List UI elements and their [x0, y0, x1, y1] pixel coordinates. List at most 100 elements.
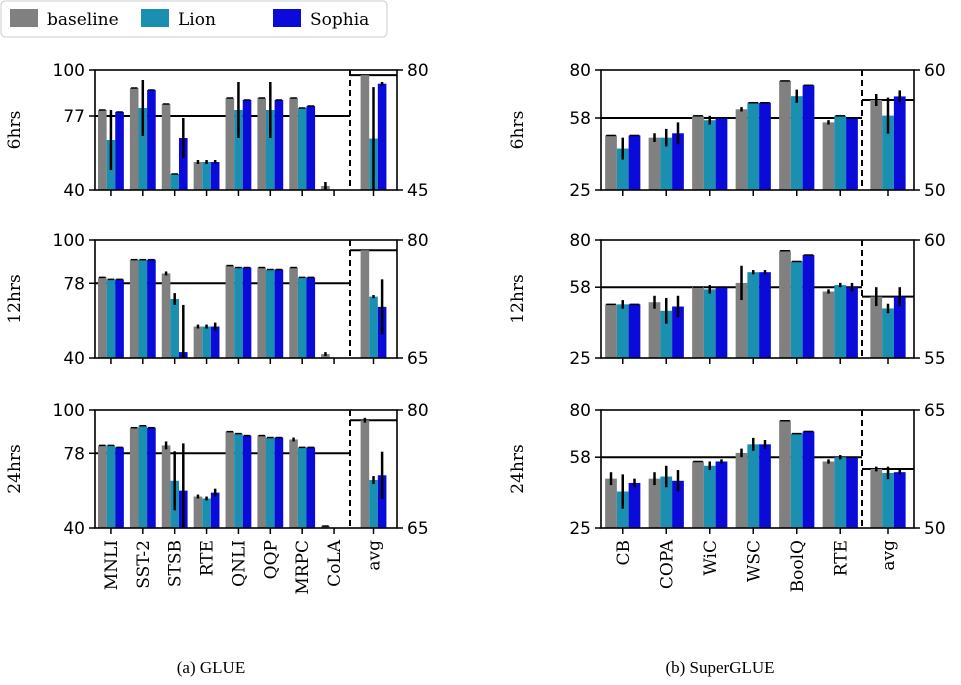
bar-baseline — [735, 452, 748, 528]
bar-sophia — [802, 85, 815, 190]
avg-bar-sophia — [893, 472, 906, 528]
bar-lion — [138, 108, 148, 190]
y-tick-label-right: 80 — [407, 231, 429, 251]
bar-sophia — [115, 447, 124, 528]
bar-baseline — [225, 98, 235, 190]
y-tick-label: 80 — [569, 61, 591, 81]
bar-lion — [266, 437, 275, 528]
row-label: 12hrs — [5, 274, 25, 323]
bar-lion — [266, 269, 275, 358]
avg-bar-baseline — [870, 469, 883, 528]
bar-sophia — [715, 118, 728, 190]
y-tick-label: 58 — [569, 278, 591, 298]
bar-lion — [297, 108, 307, 190]
bar-lion — [790, 96, 803, 190]
bar-baseline — [779, 250, 791, 358]
bar-baseline — [129, 88, 139, 190]
axes-frame — [600, 409, 915, 529]
bar-lion — [747, 272, 760, 358]
bar-baseline — [129, 259, 139, 358]
row-label: 6hrs — [508, 111, 528, 150]
y-tick-label: 40 — [63, 181, 85, 201]
axes-frame — [600, 69, 915, 191]
avg-bar-lion — [882, 308, 894, 358]
bar-sophia — [306, 106, 316, 190]
bar-sophia — [846, 287, 858, 358]
bar-lion — [234, 110, 243, 190]
bar-baseline — [98, 110, 107, 190]
bar-sophia — [802, 255, 815, 358]
bar-sophia — [802, 431, 815, 528]
bar-baseline — [161, 445, 171, 528]
category-label: CB — [614, 540, 634, 566]
bar-baseline — [648, 478, 661, 528]
bar-sophia — [242, 267, 252, 358]
bar-sophia — [210, 162, 220, 190]
bar-sophia — [147, 90, 156, 190]
bar-baseline — [321, 526, 330, 528]
bar-sophia — [628, 482, 641, 528]
y-tick-label-right: 45 — [407, 181, 429, 201]
bar-lion — [170, 174, 179, 190]
bar-sophia — [628, 135, 641, 190]
chart-superglue-12hrs: 25 58 80 55 60 12hrs — [508, 231, 946, 369]
bar-baseline — [161, 273, 171, 358]
category-label: STSB — [166, 540, 186, 587]
row-label: 12hrs — [508, 274, 528, 323]
y-tick-label-right: 50 — [924, 519, 946, 539]
y-tick-label-right: 65 — [924, 401, 946, 421]
bar-lion — [106, 279, 116, 358]
bar-baseline — [735, 282, 748, 358]
y-tick-label: 80 — [569, 401, 591, 421]
bar-sophia — [715, 287, 728, 358]
bar-sophia — [759, 444, 771, 528]
bar-sophia — [672, 480, 684, 528]
bar-baseline — [98, 277, 107, 358]
y-tick-label: 80 — [569, 231, 591, 251]
bar-lion — [297, 277, 307, 358]
bar-lion — [660, 137, 673, 190]
avg-bar-baseline — [360, 250, 370, 358]
bar-sophia — [210, 326, 220, 358]
bar-baseline — [822, 291, 835, 358]
chart-glue-24hrs: 40 78 100 65 80 24hrs MNLI SST-2 STSB RTE QNLI QQP M… — [5, 401, 429, 595]
bar-sophia — [210, 492, 220, 528]
category-label: QNLI — [229, 540, 249, 587]
bar-baseline — [289, 267, 298, 358]
bar-sophia — [274, 269, 284, 358]
axes-frame — [600, 239, 915, 359]
bar-lion — [790, 261, 803, 358]
bar-sophia — [115, 112, 124, 190]
y-tick-label: 77 — [63, 107, 85, 127]
axes-frame — [94, 69, 398, 191]
chart-glue-12hrs: 40 78 100 65 80 12hrs — [5, 231, 429, 369]
y-tick-label: 40 — [63, 519, 85, 539]
bar-baseline — [692, 115, 704, 190]
bar-lion — [616, 491, 629, 528]
legend: baseline Lion Sophia — [0, 0, 388, 38]
category-label: CoLA — [325, 539, 345, 587]
avg-bar-sophia — [893, 96, 906, 190]
bar-sophia — [274, 437, 284, 528]
bar-sophia — [147, 259, 156, 358]
bar-baseline — [692, 461, 704, 528]
bar-sophia — [715, 461, 728, 528]
y-tick-label: 78 — [63, 444, 85, 464]
category-label: RTE — [831, 540, 851, 576]
legend-label-lion: Lion — [178, 10, 216, 30]
y-tick-label-right: 50 — [924, 181, 946, 201]
bar-sophia — [306, 277, 316, 358]
bar-lion — [170, 299, 179, 358]
row-label: 24hrs — [5, 444, 25, 493]
y-tick-label: 40 — [63, 349, 85, 369]
bar-baseline — [648, 137, 661, 190]
category-label: RTE — [198, 540, 218, 576]
bar-lion — [660, 476, 673, 528]
bar-baseline — [193, 326, 203, 358]
avg-bar-lion — [882, 472, 894, 528]
y-tick-label: 100 — [53, 61, 85, 81]
bar-sophia — [672, 306, 684, 358]
avg-bar-sophia — [377, 475, 387, 528]
avg-bar-sophia — [893, 296, 906, 358]
bar-sophia — [147, 427, 156, 528]
